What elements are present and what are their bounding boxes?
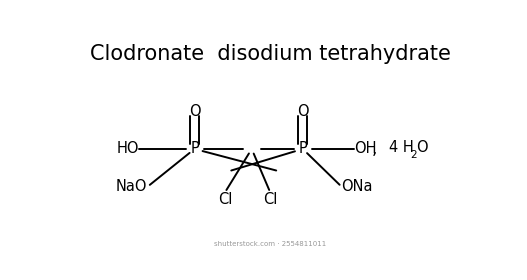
Text: O: O: [189, 104, 200, 119]
Text: Cl: Cl: [218, 192, 232, 207]
Text: NaO: NaO: [116, 179, 148, 194]
Text: Cl: Cl: [263, 192, 277, 207]
Text: ONa: ONa: [341, 179, 373, 194]
Text: 2: 2: [410, 150, 417, 160]
Text: OH: OH: [354, 141, 376, 157]
Text: shutterstock.com · 2554811011: shutterstock.com · 2554811011: [214, 241, 326, 247]
Text: ,: ,: [372, 140, 377, 158]
Text: Clodronate  disodium tetrahydrate: Clodronate disodium tetrahydrate: [90, 44, 451, 64]
Text: 4 H: 4 H: [388, 140, 413, 155]
Text: HO: HO: [117, 141, 139, 157]
Text: P: P: [298, 141, 307, 157]
Text: P: P: [190, 141, 199, 157]
Text: O: O: [297, 104, 309, 119]
Text: O: O: [416, 140, 428, 155]
